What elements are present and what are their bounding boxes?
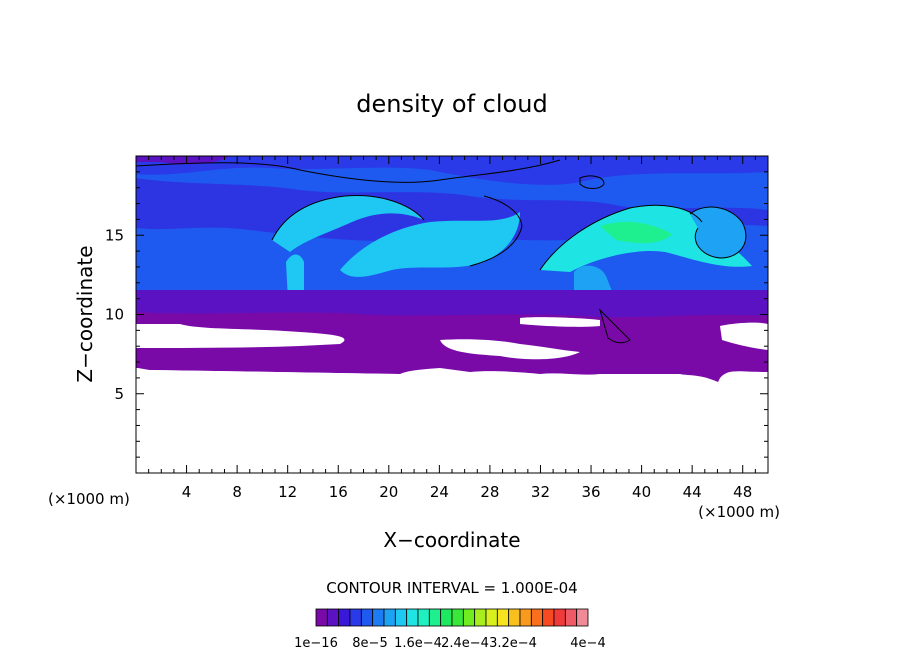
x-tick-label: 4 — [182, 483, 192, 501]
gap-right — [720, 322, 768, 350]
colorbar-swatch — [406, 608, 419, 627]
x-tick-label: 16 — [329, 483, 348, 501]
y-axis-label: Z−coordinate — [73, 245, 97, 382]
contour-center-swirl — [469, 195, 523, 267]
swirl-vortex — [690, 207, 746, 258]
colorbar-swatch — [338, 608, 351, 627]
x-tick-label: 36 — [581, 483, 600, 501]
x-unit-label-right: (×1000 m) — [698, 503, 780, 521]
cyan-swirl-center — [340, 212, 520, 277]
peak-green-band — [600, 221, 672, 244]
x-axis-label: X−coordinate — [383, 528, 520, 552]
x-unit-label-left: (×1000 m) — [48, 490, 130, 508]
contour-left-swirl — [271, 195, 425, 241]
x-tick-label: 48 — [733, 483, 752, 501]
clear-air-edge — [136, 370, 403, 382]
colorbar-swatch — [360, 608, 374, 627]
contour-vortex — [689, 206, 747, 259]
colorbar-swatch — [462, 608, 476, 627]
contour-lines — [136, 159, 747, 344]
colorbar-label: 2.4e−4 — [441, 636, 489, 651]
colorbar-labels: 1e−16 8e−5 1.6e−4 2.4e−4 3.2e−4 4e−4 — [294, 636, 606, 651]
x-tick-label: 8 — [232, 483, 242, 501]
contour-small-loop — [579, 175, 605, 189]
x-tick-label: 12 — [278, 483, 297, 501]
x-tick-label: 28 — [480, 483, 499, 501]
colorbar-label: 1.6e−4 — [394, 636, 442, 651]
x-tick-label: 32 — [531, 483, 550, 501]
colorbar-swatch — [485, 608, 498, 627]
colorbar-swatch — [349, 608, 362, 627]
contour-upper — [136, 159, 561, 183]
colorbar-swatch — [372, 608, 385, 627]
colorbar-swatch — [553, 608, 566, 627]
heatmap-field — [136, 156, 768, 473]
colorbar-swatch — [326, 608, 340, 627]
colorbar-label: 8e−5 — [352, 636, 387, 651]
base-layer-dark-band — [136, 290, 768, 318]
y-tick-label: 10 — [105, 306, 124, 324]
colorbar-swatch — [519, 608, 532, 627]
plume-left — [286, 254, 304, 300]
colorbar-swatch — [530, 608, 544, 627]
colorbar-swatch — [315, 608, 328, 627]
colorbar-swatch — [564, 608, 578, 627]
x-tick-label: 44 — [683, 483, 702, 501]
top-dark-band — [136, 156, 768, 185]
cyan-swirl-left — [272, 195, 424, 252]
colorbar-label: 4e−4 — [570, 636, 605, 651]
gap-left — [136, 324, 345, 348]
y-tick-label: 15 — [105, 226, 124, 244]
gap-center — [440, 339, 580, 360]
colorbar-swatch — [417, 608, 430, 627]
colorbar-label: 1e−16 — [294, 636, 338, 651]
clear-air-below — [136, 382, 768, 473]
y-tick-label: 5 — [114, 385, 124, 403]
x-tick-label: 20 — [379, 483, 398, 501]
colorbar-swatch — [496, 608, 510, 627]
colorbar-label: 3.2e−4 — [489, 636, 537, 651]
colorbar-swatch — [508, 608, 521, 627]
colorbar-swatch — [440, 608, 453, 627]
contour-interval-label: CONTOUR INTERVAL = 1.000E-04 — [326, 579, 577, 597]
colorbar-swatch — [474, 608, 487, 627]
colorbar-swatch — [383, 608, 396, 627]
x-tick-label: 40 — [632, 483, 651, 501]
colorbar — [315, 608, 589, 627]
x-tick-label: 24 — [430, 483, 449, 501]
chart-title: density of cloud — [356, 90, 547, 118]
contour-plume — [598, 308, 631, 344]
x-axis: 4 8 12 16 20 24 28 32 36 40 44 48 — [148, 156, 756, 501]
colorbar-swatch — [576, 608, 589, 627]
colorbar-swatch — [394, 608, 408, 627]
colorbar-swatch — [542, 608, 555, 627]
top-left-purple-patch — [136, 156, 230, 165]
colorbar-swatch — [428, 608, 442, 627]
y-axis: 5 10 15 — [105, 171, 768, 458]
contour-right-swirl — [539, 204, 703, 271]
colorbar-swatch — [451, 608, 464, 627]
gap-upper-center — [520, 317, 600, 327]
